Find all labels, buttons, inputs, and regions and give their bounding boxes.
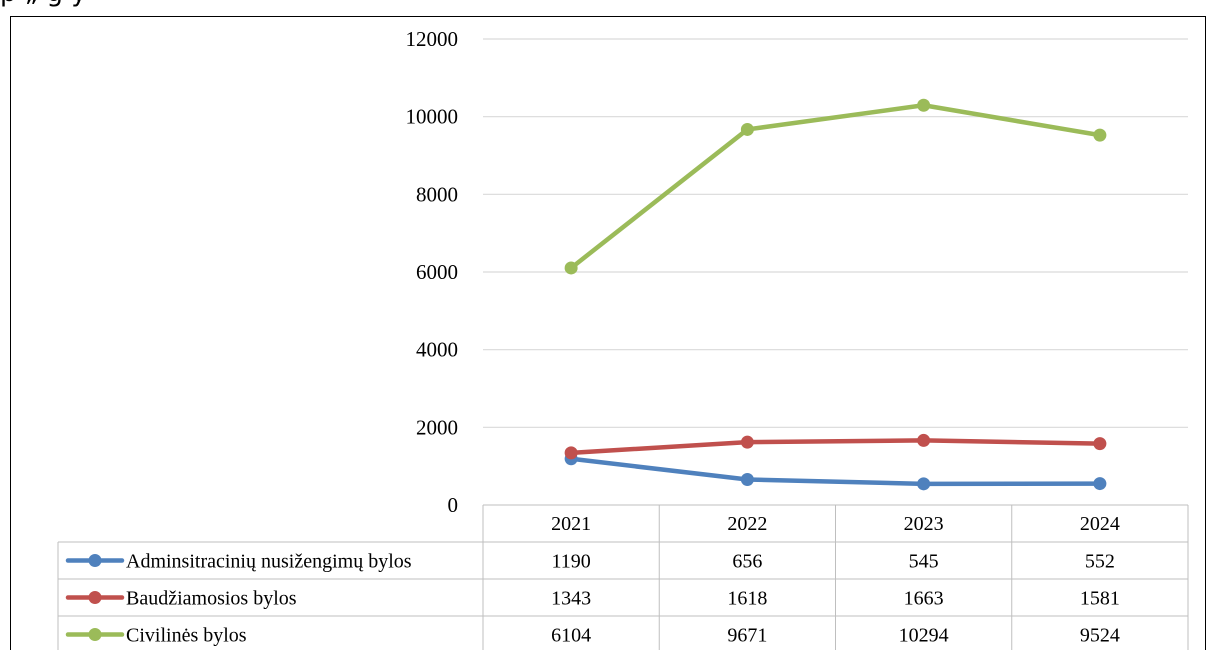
- table-value-cell: 6104: [551, 625, 591, 647]
- y-tick-label: 4000: [416, 338, 458, 362]
- data-point: [917, 98, 931, 112]
- legend-series-name: Adminsitracinių nusižengimų bylos: [126, 551, 412, 573]
- data-point: [564, 446, 578, 460]
- data-table: 2021 2022 2023 2024 Adminsitracinių nusiženg…: [57, 504, 1189, 650]
- data-point: [740, 473, 754, 487]
- series-group: [564, 98, 1107, 275]
- chart-title-clipped: p „ g y: [0, 0, 87, 8]
- legend-series-name: Baudžiamosios bylos: [126, 588, 297, 610]
- table-value-cell: 552: [1085, 551, 1115, 573]
- legend-key-marker: [88, 628, 102, 641]
- table-value-cell: 1663: [904, 588, 944, 610]
- table-value-cell: 9524: [1080, 625, 1120, 647]
- table-value-cell: 545: [909, 551, 939, 573]
- legend-key-marker: [88, 554, 102, 567]
- y-tick-label: 8000: [416, 182, 458, 206]
- x-category-label: 2024: [1080, 513, 1120, 535]
- y-tick-label: 10000: [406, 105, 459, 129]
- data-point: [740, 122, 754, 136]
- gridlines: [483, 38, 1188, 428]
- table-value-cell: 1343: [551, 588, 591, 610]
- series-lines: [564, 98, 1107, 491]
- y-tick-label: 6000: [416, 260, 458, 284]
- legend-series-name: Civilinės bylos: [126, 625, 247, 647]
- data-point: [1093, 477, 1107, 491]
- data-point: [1093, 437, 1107, 451]
- table-value-cell: 656: [732, 551, 762, 573]
- legend-key-marker: [88, 591, 102, 604]
- series-group: [564, 433, 1107, 460]
- y-tick-label: 0: [448, 493, 459, 517]
- data-point: [917, 433, 931, 447]
- series-line: [568, 456, 1103, 487]
- table-value-cell: 1190: [551, 551, 590, 573]
- table-value-cell: 10294: [899, 625, 949, 647]
- series-line: [568, 102, 1103, 271]
- table-value-cell: 9671: [727, 625, 767, 647]
- x-category-label: 2023: [904, 513, 944, 535]
- table-value-cell: 1581: [1080, 588, 1120, 610]
- data-point: [740, 435, 754, 449]
- y-tick-label: 2000: [416, 415, 458, 439]
- x-category-label: 2022: [727, 513, 767, 535]
- table-value-cell: 1618: [727, 588, 767, 610]
- series-group: [564, 452, 1107, 491]
- data-point: [917, 477, 931, 491]
- x-category-label: 2021: [551, 513, 591, 535]
- y-axis-ticks: 0 2000 4000 6000 8000 10000 12000: [406, 27, 459, 517]
- chart-frame: [10, 16, 1206, 650]
- y-tick-label: 12000: [406, 27, 459, 51]
- series-line: [568, 438, 1103, 456]
- data-point: [1093, 128, 1107, 142]
- data-point: [564, 261, 578, 275]
